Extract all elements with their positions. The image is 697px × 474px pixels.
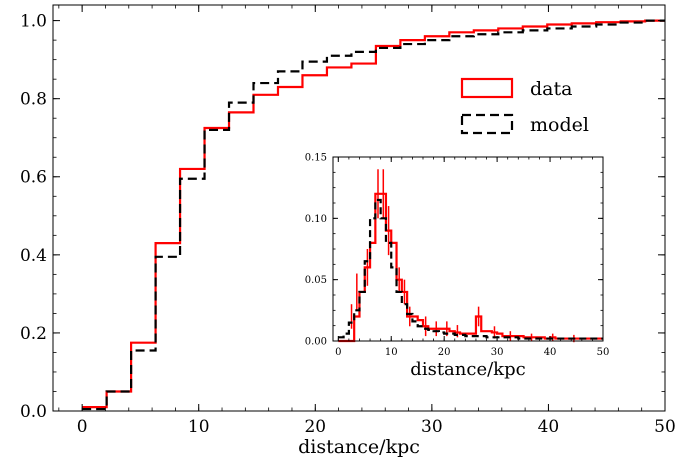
inset-x-tick-label: 10 [385,347,398,358]
inset-series-model-line [338,198,603,340]
inset-y-tick-label: 0.15 [305,153,327,164]
main-x-tick-label: 50 [654,417,676,437]
legend-swatch-data [460,77,514,99]
main-y-tick-label: 0.0 [20,402,47,422]
main-x-tick-label: 0 [77,417,88,437]
main-x-tick-label: 10 [188,417,210,437]
legend-label-model: model [530,114,589,136]
inset-background [333,157,603,341]
inset-x-tick-label: 30 [491,347,504,358]
main-y-tick-label: 0.2 [20,324,47,344]
main-x-axis-label: distance/kpc [298,436,420,458]
main-x-tick-label: 30 [421,417,443,437]
main-y-tick-label: 0.8 [20,90,47,110]
inset-y-tick-label: 0.10 [305,214,327,225]
main-y-tick-label: 0.4 [20,246,47,266]
inset-x-tick-label: 20 [438,347,451,358]
main-axes-frame [52,4,666,412]
main-series-model-line [82,19,665,411]
inset-y-tick-label: 0.00 [305,337,327,348]
main-y-tick-label: 0.6 [20,168,47,188]
main-x-tick-label: 20 [304,417,326,437]
inset-x-tick-label: 0 [335,347,341,358]
legend: data model [460,77,589,136]
main-x-tick-label: 40 [538,417,560,437]
legend-swatch-model [460,113,514,135]
inset-x-tick-label: 40 [544,347,557,358]
main-y-tick-label: 1.0 [20,12,47,32]
inset-x-axis-label: distance/kpc [410,359,525,380]
legend-label-data: data [530,78,572,100]
inset-plot: 0 10 20 30 40 50 0.00 0.05 0.10 0.15 distance/kpc [305,153,610,381]
inset-x-tick-label: 50 [597,347,610,358]
inset-y-tick-label: 0.05 [305,275,327,286]
